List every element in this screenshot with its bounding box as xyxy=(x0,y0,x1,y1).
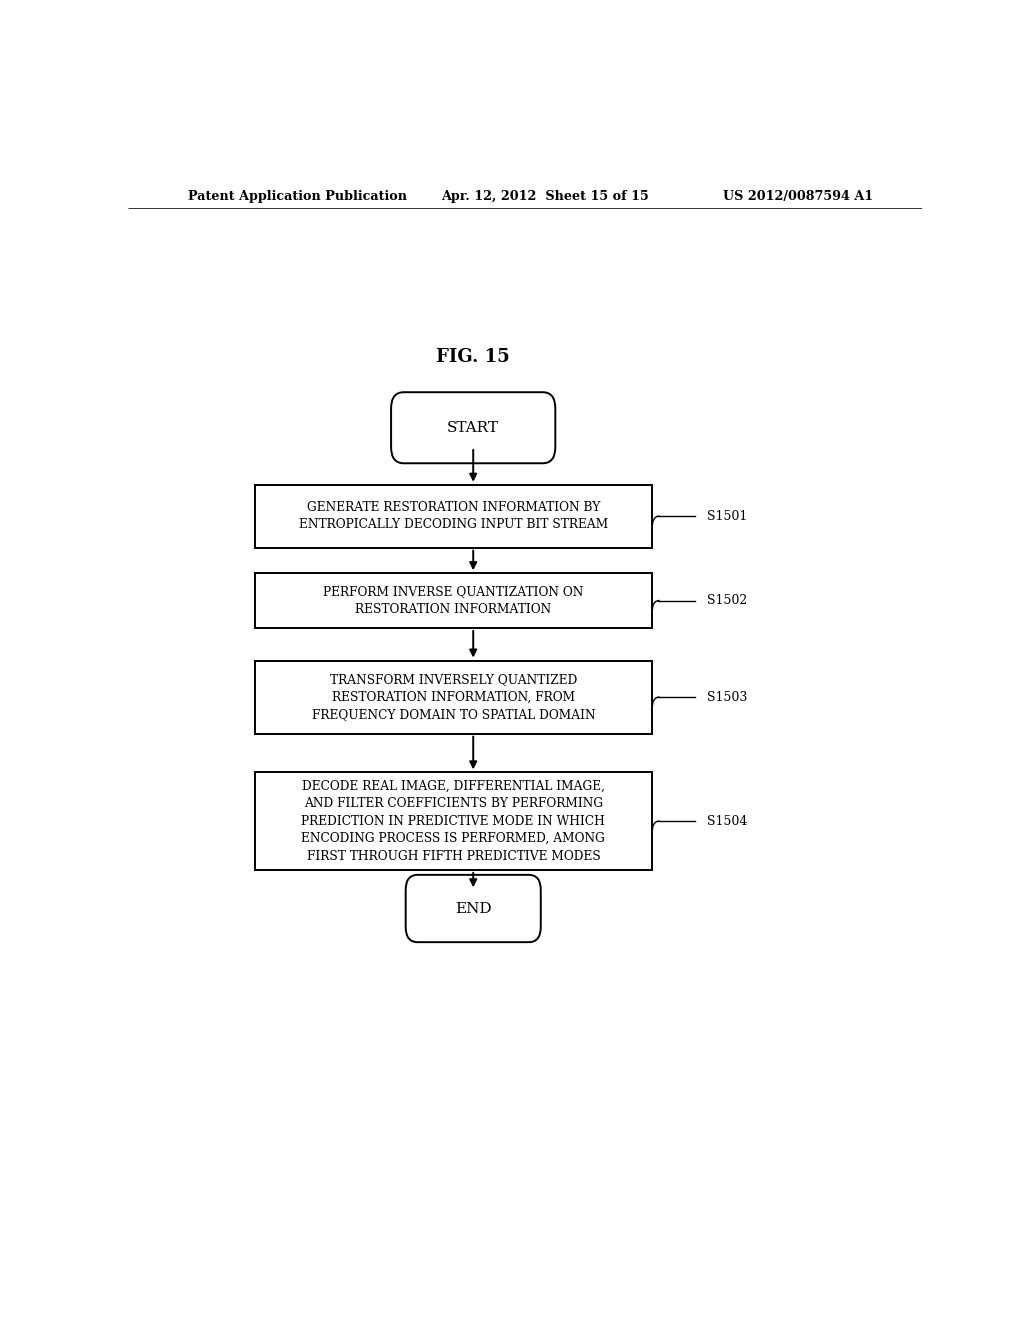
Text: FIG. 15: FIG. 15 xyxy=(436,347,510,366)
FancyBboxPatch shape xyxy=(406,875,541,942)
FancyBboxPatch shape xyxy=(255,660,651,734)
Text: GENERATE RESTORATION INFORMATION BY
ENTROPICALLY DECODING INPUT BIT STREAM: GENERATE RESTORATION INFORMATION BY ENTR… xyxy=(299,500,608,532)
Text: S1503: S1503 xyxy=(708,690,748,704)
Text: TRANSFORM INVERSELY QUANTIZED
RESTORATION INFORMATION, FROM
FREQUENCY DOMAIN TO : TRANSFORM INVERSELY QUANTIZED RESTORATIO… xyxy=(311,673,595,721)
Text: PERFORM INVERSE QUANTIZATION ON
RESTORATION INFORMATION: PERFORM INVERSE QUANTIZATION ON RESTORAT… xyxy=(324,585,584,616)
Text: S1504: S1504 xyxy=(708,814,748,828)
Text: Apr. 12, 2012  Sheet 15 of 15: Apr. 12, 2012 Sheet 15 of 15 xyxy=(441,190,649,202)
Text: S1502: S1502 xyxy=(708,594,748,607)
FancyBboxPatch shape xyxy=(255,484,651,548)
Text: Patent Application Publication: Patent Application Publication xyxy=(187,190,407,202)
FancyBboxPatch shape xyxy=(391,392,555,463)
Text: END: END xyxy=(455,902,492,916)
Text: S1501: S1501 xyxy=(708,510,748,523)
Text: DECODE REAL IMAGE, DIFFERENTIAL IMAGE,
AND FILTER COEFFICIENTS BY PERFORMING
PRE: DECODE REAL IMAGE, DIFFERENTIAL IMAGE, A… xyxy=(301,780,605,862)
FancyBboxPatch shape xyxy=(255,573,651,628)
FancyBboxPatch shape xyxy=(255,772,651,870)
Text: US 2012/0087594 A1: US 2012/0087594 A1 xyxy=(723,190,873,202)
Text: START: START xyxy=(447,421,500,434)
